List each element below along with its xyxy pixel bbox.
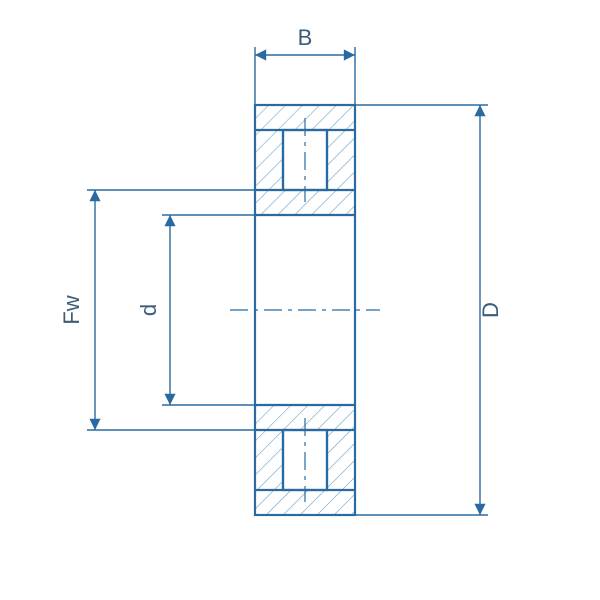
label-D: D	[478, 302, 503, 318]
label-d: d	[136, 304, 161, 316]
hatch-top-right-strip	[327, 130, 355, 190]
bearing-cross-section-diagram: B Dd Fw	[0, 0, 600, 600]
hatch-bot-right-strip	[327, 430, 355, 490]
hatch-bot-left-strip	[255, 430, 283, 490]
hatch-top-left-strip	[255, 130, 283, 190]
label-Fw: Fw	[59, 295, 84, 324]
label-B: B	[298, 25, 313, 50]
